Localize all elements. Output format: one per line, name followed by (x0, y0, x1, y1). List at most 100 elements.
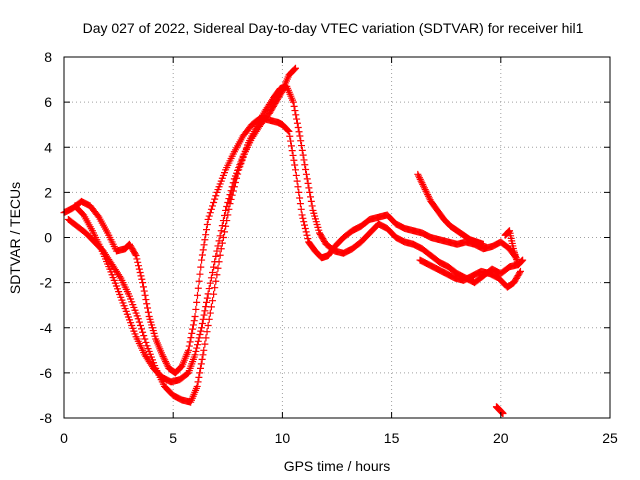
data-point (421, 186, 429, 194)
data-point (278, 88, 286, 96)
data-point (204, 321, 212, 329)
data-point (285, 127, 293, 135)
data-point (221, 228, 229, 236)
data-point (205, 315, 213, 323)
data-point (212, 252, 220, 260)
data-point (301, 221, 309, 229)
data-point (160, 354, 168, 362)
data-point (163, 361, 171, 369)
data-point (201, 340, 209, 348)
data-point (138, 275, 146, 283)
data-point (186, 338, 194, 346)
data-point (135, 265, 143, 273)
data-point (212, 277, 220, 285)
data-point (415, 174, 423, 182)
data-point (200, 346, 208, 354)
data-point (141, 335, 149, 343)
data-point (294, 124, 302, 132)
data-point (290, 102, 298, 110)
data-point (210, 263, 218, 271)
data-point (422, 187, 430, 195)
data-point (216, 232, 224, 240)
y-tick-label: -4 (40, 320, 53, 336)
data-point (217, 227, 225, 235)
x-tick-label: 15 (384, 430, 400, 446)
data-point (227, 187, 235, 195)
data-point (189, 325, 197, 333)
data-point (209, 297, 217, 305)
data-point (144, 304, 152, 312)
data-point (159, 353, 167, 361)
data-point (297, 205, 305, 213)
data-point (223, 202, 231, 210)
series-track-g (501, 227, 527, 269)
x-tick-label: 5 (169, 430, 177, 446)
data-point (202, 303, 210, 311)
grid (64, 57, 610, 418)
data-point (194, 284, 202, 292)
data-point (203, 226, 211, 234)
data-point (140, 287, 148, 295)
data-point (301, 161, 309, 169)
data-point (216, 251, 224, 259)
data-point (199, 351, 207, 359)
data-point (135, 318, 143, 326)
y-tick-label: -6 (40, 365, 53, 381)
data-point (194, 378, 202, 386)
data-point (219, 234, 227, 241)
data-point (139, 283, 147, 291)
data-point (201, 307, 209, 315)
data-point (213, 247, 221, 255)
data-point (287, 137, 295, 145)
data-point (161, 356, 169, 364)
data-point (303, 231, 311, 239)
data-point (292, 111, 300, 119)
data-point (290, 156, 298, 164)
data-point (136, 268, 144, 276)
data-point (196, 331, 204, 339)
data-point (198, 324, 206, 332)
x-tick-label: 10 (275, 430, 291, 446)
data-point (199, 315, 207, 323)
data-point (191, 351, 199, 359)
chart-title: Day 027 of 2022, Sidereal Day-to-day VTE… (83, 20, 584, 36)
data-point (191, 312, 199, 320)
data-point (287, 142, 295, 150)
data-point (134, 315, 142, 323)
data-point (516, 267, 524, 275)
data-point (193, 298, 201, 306)
y-tick-label: 2 (44, 184, 52, 200)
data-point (140, 332, 148, 340)
data-point (193, 344, 201, 352)
data-point (417, 177, 425, 185)
data-point (291, 107, 299, 115)
data-point (187, 334, 195, 342)
data-point (225, 195, 233, 203)
data-point (132, 252, 140, 260)
y-tick-label: 4 (44, 139, 52, 155)
data-point (136, 321, 144, 329)
data-point (185, 342, 193, 350)
data-point (195, 277, 203, 285)
data-point (203, 328, 211, 336)
data-point (289, 151, 297, 159)
data-point (193, 382, 201, 390)
data-point (197, 327, 205, 335)
data-point (189, 321, 197, 329)
series-track-c (71, 64, 300, 386)
data-point (303, 175, 311, 183)
data-point (200, 311, 208, 319)
data-point (308, 202, 316, 210)
y-tick-label: -8 (40, 410, 53, 426)
data-point (423, 189, 431, 197)
data-point (131, 250, 139, 258)
data-point (196, 270, 204, 278)
data-point (295, 128, 303, 136)
data-point (198, 256, 206, 264)
data-point (286, 132, 294, 140)
data-point (304, 179, 312, 187)
data-point (202, 334, 210, 342)
data-point (143, 300, 151, 308)
data-point (214, 242, 222, 250)
